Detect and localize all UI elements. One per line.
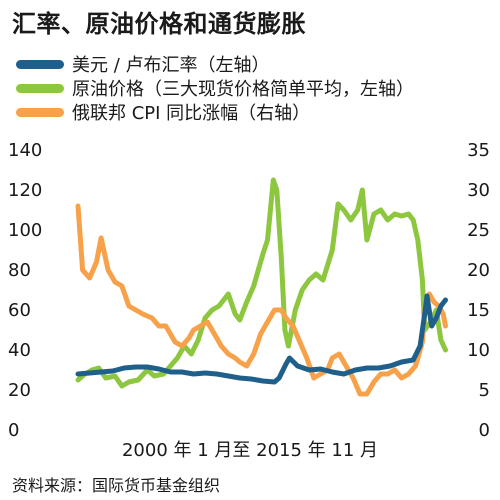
y-left-tick-label: 40: [8, 340, 31, 361]
y-right-tick-label: 15: [467, 300, 490, 321]
y-left-tick-label: 140: [8, 140, 42, 161]
y-left-tick-label: 60: [8, 300, 31, 321]
series-line-exchange-rate: [75, 293, 448, 385]
y-right-tick-label: 20: [467, 260, 490, 281]
y-right-tick-label: 25: [467, 220, 490, 241]
legend-item-cpi: 俄联邦 CPI 同比涨幅（右轴）: [16, 100, 414, 124]
series-line-cpi: [75, 203, 448, 397]
y-right-tick-label: 10: [467, 340, 490, 361]
legend-item-oil-price: 原油价格（三大现货价格简单平均，左轴）: [16, 76, 414, 100]
y-right-tick-label: 5: [479, 380, 490, 401]
y-left-tick-label: 0: [8, 420, 19, 441]
source-note: 资料来源：国际货币基金组织: [12, 476, 221, 495]
y-right-tick-label: 30: [467, 180, 490, 201]
y-left-tick-label: 100: [8, 220, 42, 241]
legend-label-oil-price: 原油价格（三大现货价格简单平均，左轴）: [72, 79, 414, 100]
y-left-tick-label: 80: [8, 260, 31, 281]
legend-label-cpi: 俄联邦 CPI 同比涨幅（右轴）: [72, 103, 311, 124]
legend-swatch-cpi: [16, 107, 64, 117]
legend-swatch-oil-price: [16, 83, 64, 93]
y-right-tick-label: 0: [479, 420, 490, 441]
y-left-tick-label: 20: [8, 380, 31, 401]
legend-item-exchange-rate: 美元 / 卢布汇率（左轴）: [16, 52, 414, 76]
y-left-tick-label: 120: [8, 180, 42, 201]
legend-label-exchange-rate: 美元 / 卢布汇率（左轴）: [72, 55, 270, 76]
legend: 美元 / 卢布汇率（左轴） 原油价格（三大现货价格简单平均，左轴） 俄联邦 CP…: [16, 52, 414, 124]
y-right-tick-label: 35: [467, 140, 490, 161]
legend-swatch-exchange-rate: [16, 59, 64, 69]
x-axis-title: 2000 年 1 月至 2015 年 11 月: [121, 440, 379, 461]
chart-title: 汇率、原油价格和通货膨胀: [12, 10, 306, 38]
series-line-oil-price: [75, 177, 448, 389]
